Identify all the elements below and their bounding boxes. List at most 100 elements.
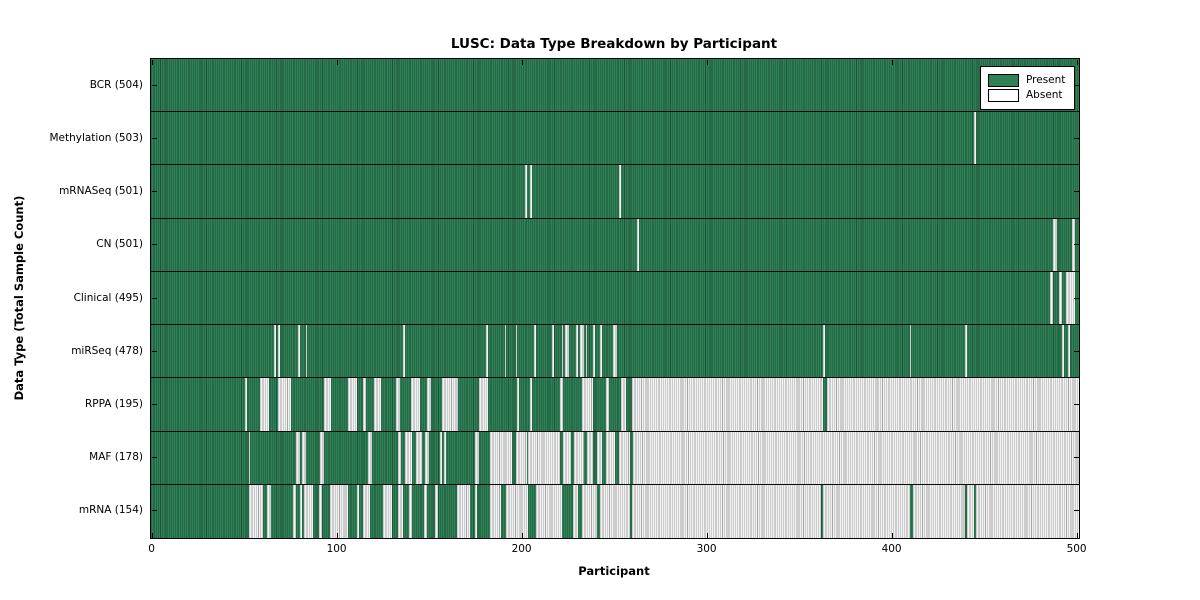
absent-block	[489, 484, 501, 538]
heatmap-row-methylation	[151, 112, 1079, 166]
absent-block	[552, 325, 555, 378]
absent-block	[267, 484, 271, 538]
absent-block	[605, 378, 610, 431]
absent-block	[637, 218, 639, 271]
absent-block	[301, 431, 306, 484]
absent-block	[423, 484, 428, 538]
x-tick-mark	[336, 60, 338, 65]
absent-block	[278, 378, 291, 431]
y-tick-mark	[1074, 510, 1079, 512]
x-tick-mark	[151, 60, 153, 65]
ytick-label-mrnaseq: mRNASeq (501)	[59, 185, 143, 198]
absent-block	[631, 378, 824, 431]
y-tick-mark	[152, 403, 157, 405]
absent-block	[397, 431, 402, 484]
absent-block	[298, 325, 301, 378]
absent-block	[303, 484, 314, 538]
x-axis-label: Participant	[578, 564, 650, 578]
heatmap-row-mrnaseq	[151, 165, 1079, 219]
y-tick-mark	[1074, 84, 1079, 86]
absent-block	[581, 378, 593, 431]
absent-block	[1066, 271, 1076, 325]
y-tick-mark	[152, 84, 157, 86]
absent-block	[274, 325, 277, 378]
absent-block	[475, 484, 477, 538]
legend-absent-label: Absent	[1026, 89, 1063, 101]
absent-block	[1071, 218, 1076, 271]
absent-block	[587, 431, 593, 484]
x-tick-mark	[891, 533, 893, 538]
absent-block	[913, 484, 965, 538]
absent-block	[504, 325, 507, 378]
legend-entry-present: Present	[988, 74, 1067, 87]
absent-block	[561, 325, 564, 378]
absent-block	[823, 325, 825, 378]
absent-block	[530, 378, 533, 431]
y-tick-mark	[152, 137, 157, 139]
absent-block	[383, 484, 393, 538]
absent-block	[596, 431, 603, 484]
absent-block	[530, 165, 533, 218]
heatmap-row-mrna	[151, 484, 1079, 538]
xtick-label-300: 300	[696, 543, 717, 555]
absent-block	[585, 325, 588, 378]
absent-block	[443, 431, 446, 484]
x-tick-mark	[151, 533, 153, 538]
absent-block	[244, 378, 247, 431]
absent-block	[633, 431, 1079, 484]
absent-block	[909, 325, 912, 378]
absent-block	[574, 431, 584, 484]
ytick-label-mirseq: miRSeq (478)	[71, 344, 143, 357]
absent-block	[296, 431, 301, 484]
heatmap-row-clinical	[151, 271, 1079, 326]
absent-block	[348, 378, 358, 431]
absent-block	[395, 378, 400, 431]
heatmap-row-bcr	[151, 59, 1079, 113]
x-tick-mark	[706, 533, 708, 538]
absent-block	[576, 325, 579, 378]
y-tick-mark	[1074, 297, 1079, 299]
absent-block	[618, 165, 621, 218]
ytick-label-cn: CN (501)	[96, 238, 143, 251]
absent-block	[966, 484, 975, 538]
xtick-label-0: 0	[148, 543, 155, 555]
absent-block	[300, 484, 302, 538]
absent-block	[416, 431, 422, 484]
absent-block	[506, 484, 529, 538]
absent-block	[434, 484, 439, 538]
ytick-label-methylation: Methylation (503)	[49, 131, 143, 144]
xtick-label-400: 400	[881, 543, 902, 555]
absent-block	[320, 431, 325, 484]
absent-block	[565, 325, 569, 378]
y-tick-mark	[1074, 137, 1079, 139]
absent-block	[1049, 271, 1054, 325]
heatmap-row-mirseq	[151, 325, 1079, 379]
y-tick-mark	[152, 510, 157, 512]
heatmap-row-maf	[151, 431, 1079, 485]
absent-block	[618, 431, 630, 484]
heatmap-row-rppa	[151, 378, 1079, 432]
absent-block	[823, 484, 910, 538]
absent-block	[600, 325, 603, 378]
y-tick-mark	[152, 297, 157, 299]
absent-block	[592, 325, 595, 378]
absent-block	[533, 325, 536, 378]
absent-block	[515, 431, 527, 484]
absent-block	[305, 325, 308, 378]
absent-block	[403, 325, 406, 378]
absent-block	[357, 484, 360, 538]
absent-block	[1053, 218, 1057, 271]
absent-block	[248, 431, 251, 484]
absent-block	[329, 484, 348, 538]
y-tick-mark	[1074, 350, 1079, 352]
x-tick-mark	[1076, 60, 1078, 65]
present-swatch-icon	[988, 74, 1019, 87]
absent-block	[362, 484, 371, 538]
absent-block	[1058, 271, 1063, 325]
y-tick-mark	[1074, 191, 1079, 193]
xtick-label-200: 200	[511, 543, 532, 555]
plot-area	[150, 58, 1080, 539]
heatmap-row-cn	[151, 218, 1079, 272]
absent-block	[826, 378, 1079, 431]
